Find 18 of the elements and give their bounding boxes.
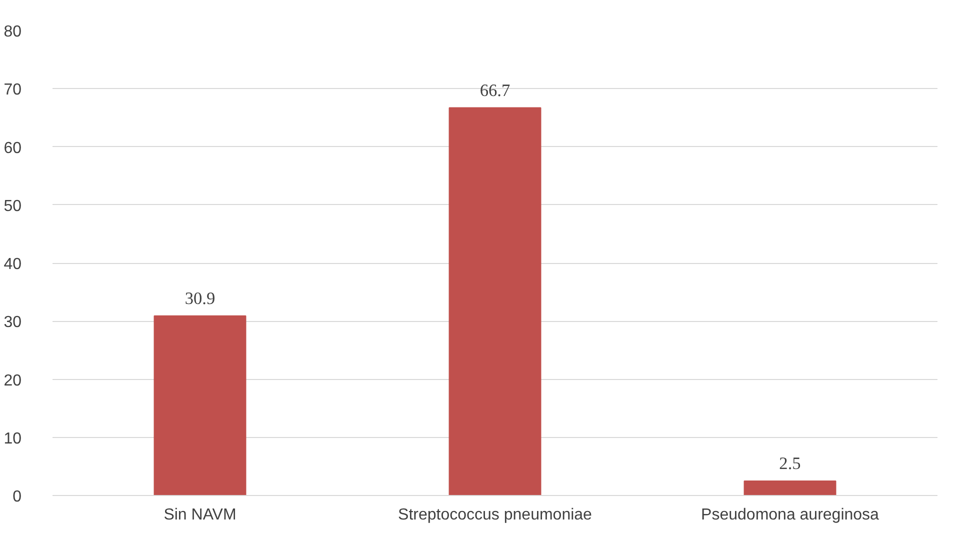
y-tick-label: 80 [4,24,22,40]
x-tick-label: Pseudomona aureginosa [701,506,880,524]
x-tick-label: Streptococcus pneumoniae [398,506,592,524]
y-tick-label: 70 [4,82,22,99]
y-tick-label: 60 [4,140,22,157]
bar [448,107,542,496]
y-tick-label: 30 [4,314,22,332]
y-tick-label: 10 [4,430,22,448]
y-tick-label: 20 [4,372,22,390]
y-tick-label: 50 [4,198,22,215]
data-label: 2.5 [779,454,801,473]
data-label: 30.9 [184,288,216,308]
bar [744,480,836,496]
data-label: 66.7 [480,80,510,100]
y-tick-label: 0 [12,488,22,506]
x-tick-label: Sin NAVM [164,506,236,524]
bar [154,315,246,496]
y-tick-label: 40 [4,256,22,273]
